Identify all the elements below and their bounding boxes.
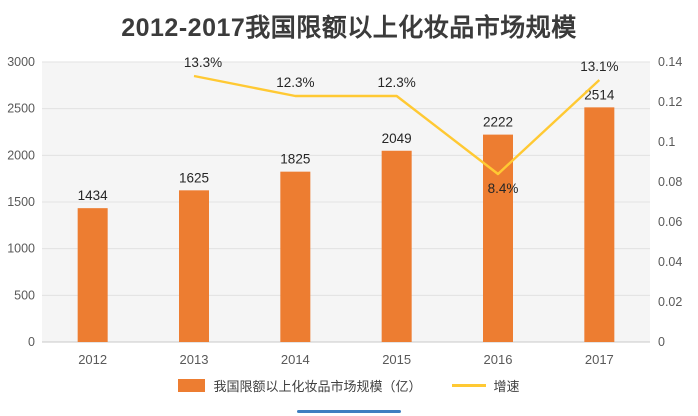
right-axis-tick: 0.14 (658, 55, 682, 69)
growth-rate-line (193, 74, 601, 176)
right-axis-tick: 0.08 (658, 175, 682, 189)
bar-2012 (77, 208, 108, 342)
line-point-label: 12.3% (378, 75, 416, 90)
x-axis-label: 2013 (180, 352, 209, 367)
bar-2014 (280, 171, 311, 342)
left-axis-tick: 2500 (7, 102, 35, 116)
bar-value-label: 1825 (280, 152, 310, 167)
right-axis-tick: 0.1 (658, 135, 675, 149)
bar-value-label: 1434 (78, 188, 109, 203)
left-axis-tick: 0 (28, 335, 35, 349)
x-axis-label: 2016 (484, 352, 513, 367)
left-axis-tick: 500 (14, 288, 35, 302)
line-series-swatch (451, 384, 486, 387)
bottom-accent-line (297, 410, 401, 413)
x-axis-label: 2017 (585, 352, 614, 367)
bar-value-label: 2049 (382, 131, 412, 146)
chart-title: 2012-2017我国限额以上化妆品市场规模 (121, 14, 577, 42)
line-point-label: 13.1% (580, 59, 618, 74)
left-axis-tick: 1500 (7, 195, 35, 209)
right-axis-tick: 0.02 (658, 295, 682, 309)
bar-2013 (179, 190, 209, 342)
bar-series-label: 我国限额以上化妆品市场规模（亿） (213, 379, 422, 394)
bar-value-label: 1625 (179, 170, 209, 185)
x-axis-label: 2012 (78, 352, 107, 367)
bar-value-label: 2514 (584, 87, 615, 102)
right-axis-tick: 0.06 (658, 215, 682, 229)
bar-2017 (584, 107, 615, 342)
bar-2015 (381, 150, 412, 342)
left-axis-tick: 2000 (7, 148, 35, 162)
bar-series-swatch (178, 379, 206, 392)
chart-plot: 0 500 1000 1500 2000 2500 3000 0 0.02 0.04 0.06 0.0… (7, 55, 682, 367)
chart-legend: 我国限额以上化妆品市场规模（亿） 增速 (0, 376, 698, 395)
legend-item-line: 增速 (451, 376, 520, 395)
right-axis-tick: 0.12 (658, 95, 682, 109)
left-axis-tick: 3000 (7, 55, 35, 69)
left-axis-tick: 1000 (7, 242, 35, 256)
right-axis-tick: 0 (658, 335, 665, 349)
line-point-label: 13.3% (184, 55, 222, 70)
line-point-label: 8.4% (488, 181, 519, 196)
bar-2016 (483, 134, 513, 342)
right-axis-tick: 0.04 (658, 255, 682, 269)
x-axis-label: 2015 (382, 352, 411, 367)
legend-item-bar: 我国限额以上化妆品市场规模（亿） (178, 376, 422, 395)
line-series-label: 增速 (493, 379, 520, 394)
x-axis-label: 2014 (281, 352, 310, 367)
bar-value-label: 2222 (483, 115, 513, 130)
line-point-label: 12.3% (276, 75, 314, 90)
